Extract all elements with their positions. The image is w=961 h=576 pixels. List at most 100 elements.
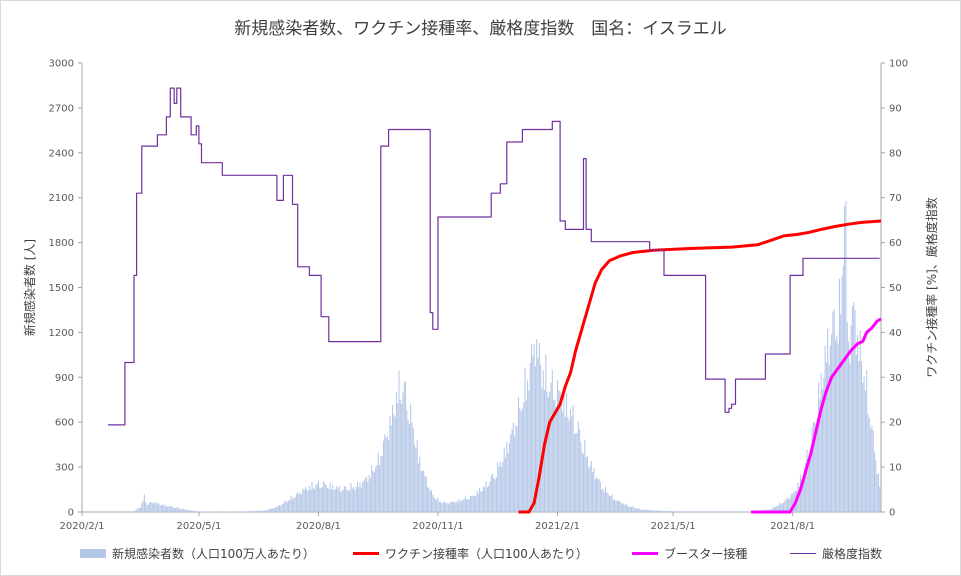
case-bar (378, 465, 381, 512)
case-bar (681, 511, 683, 512)
case-bar (828, 364, 830, 512)
case-bar (302, 488, 304, 512)
case-bar (285, 501, 287, 512)
case-bar (863, 376, 865, 512)
case-bar (870, 428, 872, 512)
case-bar (872, 430, 874, 512)
case-bar (650, 509, 652, 512)
case-bar (837, 344, 839, 512)
case-bar (628, 506, 630, 512)
case-bar (688, 511, 690, 512)
case-bar (823, 377, 825, 512)
case-bar (646, 509, 648, 512)
x-tick-label: 2021/8/1 (770, 521, 815, 532)
case-bar (815, 423, 817, 512)
case-bar (251, 511, 253, 512)
case-bar (479, 488, 481, 512)
case-bar (827, 328, 829, 512)
case-bar (429, 491, 431, 512)
case-bar (673, 511, 675, 512)
case-bar (320, 487, 322, 512)
case-bar (692, 511, 694, 512)
case-bar (408, 424, 410, 512)
case-bar (341, 490, 343, 512)
case-bar (727, 511, 729, 512)
case-bar (420, 470, 422, 512)
case-bar (362, 482, 364, 512)
case-bar (469, 495, 471, 512)
case-bar (455, 501, 457, 512)
case-bar (657, 510, 659, 512)
case-bar (662, 510, 664, 512)
case-bar (459, 500, 461, 512)
case-bar (391, 405, 394, 512)
case-bar (173, 507, 175, 512)
case-bar (801, 479, 803, 512)
chart-legend: 新規感染者数（人口100万人あたり） ワクチン接種率（人口100人あたり） ブー… (0, 545, 961, 565)
case-bar (458, 498, 460, 512)
case-bar (143, 494, 145, 512)
case-bar (142, 500, 144, 512)
case-bar (288, 500, 290, 512)
case-bar (428, 487, 430, 512)
case-bar (380, 456, 382, 512)
x-tick-label: 2020/5/1 (176, 521, 221, 532)
y-tick-label-right: 10 (889, 463, 902, 474)
case-bar (658, 510, 660, 512)
case-bar (876, 474, 878, 512)
case-bar (389, 416, 391, 512)
case-bar (501, 466, 503, 512)
y-tick-label-right: 100 (889, 59, 908, 70)
case-bar (832, 311, 834, 512)
case-bar (149, 502, 151, 512)
case-bar (556, 380, 559, 512)
case-bar (577, 421, 579, 512)
case-bar (167, 506, 169, 512)
case-bar (875, 460, 877, 512)
case-bar (637, 508, 639, 512)
case-bar (567, 417, 569, 512)
case-bar (427, 487, 429, 512)
case-bar (647, 510, 649, 512)
case-bar (510, 434, 512, 512)
case-bar (410, 403, 412, 512)
case-bar (495, 477, 497, 512)
case-bar (803, 468, 805, 512)
case-bar (375, 467, 377, 512)
case-bar (363, 480, 365, 512)
case-bar (781, 503, 783, 512)
case-bar (406, 410, 408, 512)
case-bar (745, 511, 747, 512)
case-bar (289, 500, 291, 512)
case-bar (182, 508, 184, 512)
case-bar (775, 507, 777, 512)
case-bar (737, 511, 739, 512)
vaccine-line (518, 219, 882, 514)
case-bar (521, 408, 523, 512)
case-bar (841, 275, 843, 512)
case-bar (685, 511, 687, 512)
case-bar (356, 481, 358, 512)
case-bar (533, 343, 535, 512)
y-tick-label-left: 300 (55, 463, 74, 474)
case-bar (850, 325, 852, 512)
case-bar (715, 511, 717, 512)
case-bar (516, 426, 518, 512)
case-bar (558, 389, 560, 512)
case-bar (139, 507, 141, 512)
case-bar (423, 470, 425, 512)
case-bar (321, 487, 323, 512)
case-bar (740, 511, 742, 512)
case-bar (607, 494, 609, 512)
case-bar (602, 488, 604, 512)
case-bar (836, 335, 838, 512)
case-bar (833, 309, 835, 512)
case-bar (859, 330, 861, 512)
case-bar (246, 511, 248, 512)
case-bar (749, 511, 751, 512)
case-bar (708, 511, 711, 512)
case-bar (165, 506, 167, 512)
stringency-line (108, 87, 880, 426)
case-bar (345, 486, 347, 512)
